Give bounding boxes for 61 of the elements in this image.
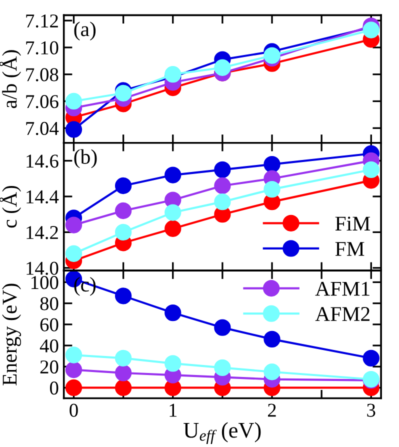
point [362,22,380,38]
x-tick-label: 1 [170,404,177,417]
legend-label: AFM1 [315,282,370,296]
y-tick-label: 7.08 [26,68,58,82]
point [114,379,132,396]
y-tick-label: 40 [40,339,58,352]
point [164,66,182,83]
point [362,350,380,367]
point [114,202,132,220]
point [214,161,231,178]
point [264,47,280,64]
point [214,359,231,376]
y-tick-label: 100 [32,276,58,290]
point [65,346,82,364]
point [114,224,132,241]
legend-label: FiM [335,216,370,230]
point [214,193,231,210]
point [264,330,280,348]
point [65,121,82,138]
annotation: (b) [74,149,97,168]
x-tick-label: 3 [367,404,376,417]
point [164,166,182,184]
y-tick-label: 14.4 [26,190,59,204]
y-tick-label: 7.04 [26,122,59,136]
point [114,350,132,367]
legend-label: FM [335,242,364,256]
y-tick-label: 7.06 [26,95,58,108]
x-axis-title: U$_{eff}$ (eV) [184,422,261,444]
y-tick-label: 14.2 [26,226,58,240]
point [65,92,82,110]
y-tick-label: 80 [40,297,58,310]
point [214,177,231,194]
point [65,361,82,378]
y-tick-label: 7.10 [26,41,58,54]
point [114,364,132,382]
point [65,379,82,396]
y-tick-label: 20 [40,360,58,374]
point [264,364,280,380]
point [164,204,182,221]
y-tick-label: 14.6 [26,154,58,168]
point [214,319,231,336]
point [264,180,280,198]
point [362,161,380,178]
point [214,59,231,76]
x-tick-label: 2 [268,404,276,417]
point [164,220,182,237]
y-axis-title: Energy (eV) [2,284,22,386]
y-tick-label: 14.0 [26,262,58,275]
y-tick-label: 7.12 [26,14,58,28]
legend-label: AFM2 [315,307,370,321]
point [164,355,182,372]
point [264,156,280,173]
annotation: (a) [74,22,96,40]
y-tick-label: 0 [50,382,58,395]
y-tick-label: 60 [40,318,58,332]
x-tick-label: 0 [70,404,78,417]
point [114,177,132,194]
point [65,216,82,234]
point [114,288,132,304]
point [65,245,82,262]
point [164,304,182,322]
